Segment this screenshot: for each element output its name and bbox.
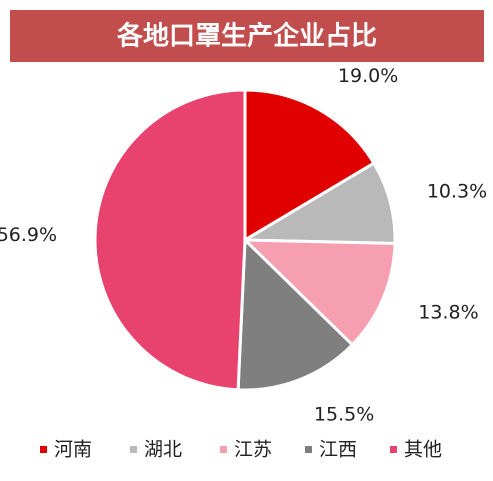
data-label: 19.0% [338,65,398,87]
legend-label: 江苏 [234,439,272,461]
legend-label: 江西 [319,439,357,461]
legend-swatch [305,446,312,453]
title-banner [10,10,484,62]
pie-slice [241,238,397,347]
legend-swatch [220,446,227,453]
data-label: 10.3% [427,181,487,203]
pie-slice [93,88,247,392]
legend-swatch [130,446,137,453]
data-label: 56.9% [0,224,57,246]
legend-swatch [390,446,397,453]
pie-slice [243,88,376,243]
pie-slice [236,236,355,392]
legend-label: 湖北 [144,439,182,461]
chart-title: 各地口罩生产企业占比 [116,21,377,52]
legend-label: 河南 [54,439,92,461]
legend-label: 其他 [404,439,442,461]
data-label: 15.5% [314,403,374,425]
legend-swatch [40,446,47,453]
data-label: 13.8% [418,301,478,323]
pie-slice [239,161,397,246]
